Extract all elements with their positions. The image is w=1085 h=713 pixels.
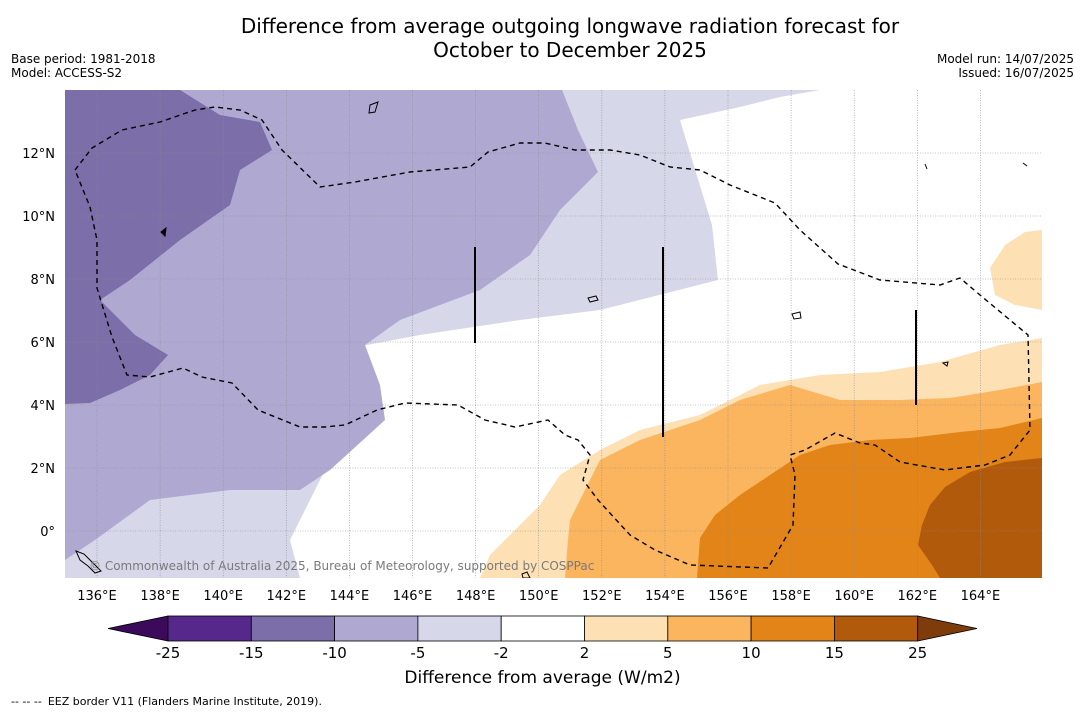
- longitude-label: 162°E: [898, 589, 938, 604]
- longitude-label: 158°E: [771, 589, 811, 604]
- eez-legend-text: EEZ border V11 (Flanders Marine Institut…: [47, 695, 322, 708]
- colorbar-swatch: [417, 615, 502, 642]
- colorbar-tick-label: -2: [494, 644, 509, 662]
- eez-legend: -- -- -- EEZ border V11 (Flanders Marine …: [11, 695, 322, 708]
- meta-right: Model run: 14/07/2025 Issued: 16/07/2025: [937, 52, 1074, 80]
- meta-left: Base period: 1981-2018 Model: ACCESS-S2: [11, 52, 156, 80]
- longitude-label: 138°E: [140, 589, 180, 604]
- latitude-label: 4°N: [31, 399, 56, 414]
- base-period: Base period: 1981-2018: [11, 52, 156, 66]
- longitude-label: 154°E: [645, 589, 685, 604]
- colorbar-swatch: [167, 615, 252, 642]
- longitude-label: 140°E: [203, 589, 243, 604]
- longitude-label: 150°E: [519, 589, 559, 604]
- issued-date: Issued: 16/07/2025: [958, 66, 1074, 80]
- title-line-1: Difference from average outgoing longwav…: [240, 14, 900, 38]
- colorbar-tick-label: 10: [742, 644, 761, 662]
- colorbar: [107, 615, 978, 642]
- grid-lines: [65, 90, 1042, 578]
- vertical-markers: [474, 247, 917, 437]
- colorbar-swatch: [667, 615, 752, 642]
- latitude-label: 6°N: [31, 336, 56, 351]
- longitude-label: 136°E: [77, 589, 117, 604]
- colorbar-swatch: [250, 615, 336, 642]
- map-title: Difference from average outgoing longwav…: [0, 14, 1085, 62]
- model-run: Model run: 14/07/2025: [936, 52, 1074, 66]
- colorbar-tick-label: -5: [410, 644, 425, 662]
- longitude-labels: 136°E 138°E 140°E 142°E 144°E 146°E 148°E 150°E…: [77, 589, 1000, 604]
- longitude-label: 142°E: [267, 589, 307, 604]
- map-panel: © Commonwealth of Australia 2025, Bureau…: [65, 90, 1042, 578]
- colorbar-swatch: [750, 615, 835, 642]
- colorbar-tick-label: 25: [908, 644, 927, 662]
- eez-border-palau-fsm: [74, 106, 1031, 569]
- longitude-label: 152°E: [582, 589, 622, 604]
- colorbar-tick-labels: -25 -15 -10 -5 -2 2 5 10 15 25: [156, 644, 927, 662]
- colorbar-tick-label: 5: [663, 644, 673, 662]
- eez-legend-symbol: -- -- --: [11, 695, 42, 708]
- colorbar-swatch: [334, 615, 419, 642]
- model-name: Model: ACCESS-S2: [11, 66, 123, 80]
- longitude-label: 156°E: [708, 589, 748, 604]
- longitude-label: 146°E: [393, 589, 433, 604]
- latitude-label: 0°: [40, 525, 55, 540]
- band-minus15-minus10: [65, 90, 272, 404]
- band-2-5-east-patch: [990, 230, 1042, 310]
- band-15-25: [918, 458, 1042, 578]
- colorbar-tick-label: 2: [580, 644, 590, 662]
- latitude-label: 12°N: [22, 147, 55, 162]
- colorbar-under-arrow: [107, 615, 169, 642]
- colorbar-tick-label: -15: [239, 644, 264, 662]
- longitude-label: 144°E: [330, 589, 370, 604]
- colorbar-tick-label: 15: [825, 644, 844, 662]
- longitude-label: 160°E: [834, 589, 874, 604]
- copyright-notice: © Commonwealth of Australia 2025, Bureau…: [89, 559, 594, 573]
- longitude-label: 148°E: [456, 589, 496, 604]
- title-line-2: October to December 2025: [433, 38, 707, 62]
- latitude-labels: 12°N 10°N 8°N 6°N 4°N 2°N 0°: [22, 147, 55, 540]
- colorbar-swatch: [500, 615, 585, 642]
- colorbar-title: Difference from average (W/m2): [404, 668, 681, 688]
- colorbar-swatch: [834, 615, 919, 642]
- colorbar-over-arrow: [917, 615, 978, 642]
- latitude-label: 8°N: [31, 273, 56, 288]
- colorbar-tick-label: -10: [322, 644, 347, 662]
- latitude-label: 10°N: [22, 210, 55, 225]
- colorbar-swatch: [584, 615, 669, 642]
- latitude-label: 2°N: [31, 462, 56, 477]
- colorbar-tick-label: -25: [156, 644, 181, 662]
- longitude-label: 164°E: [961, 589, 1001, 604]
- islands: [75, 101, 1028, 578]
